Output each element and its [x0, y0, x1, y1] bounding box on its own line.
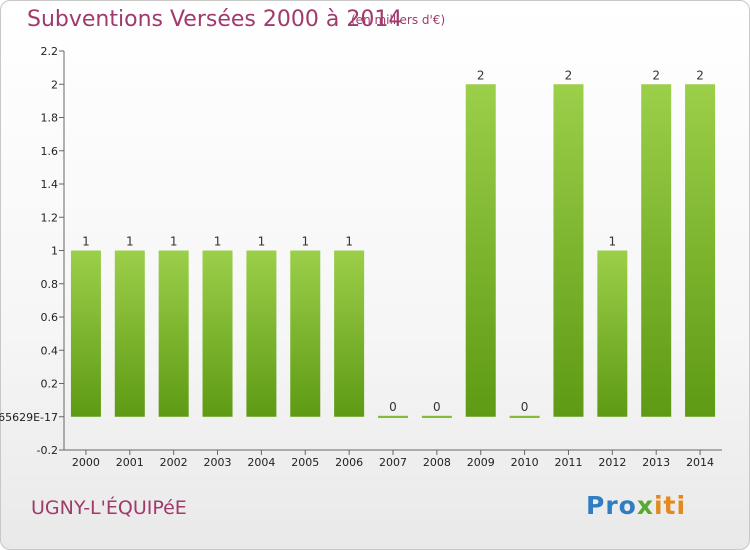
y-tick-label: -0.2: [37, 444, 58, 457]
data-label: 1: [345, 235, 353, 249]
data-label: 0: [389, 400, 397, 414]
data-label: 0: [433, 400, 441, 414]
x-tick-label: 2008: [423, 456, 451, 469]
bar: [158, 250, 189, 417]
data-label: 1: [170, 235, 178, 249]
y-tick-label: 2: [51, 78, 58, 91]
x-tick-label: 2009: [467, 456, 495, 469]
data-label: 2: [652, 68, 660, 82]
y-tick-label: 1.4: [41, 178, 59, 191]
data-label: 2: [477, 68, 485, 82]
y-tick-label: 1.2: [41, 211, 59, 224]
bar: [553, 84, 584, 417]
y-tick-label: 1: [51, 245, 58, 258]
x-tick-label: 2011: [554, 456, 582, 469]
bar: [334, 250, 365, 417]
logo-part-2: x: [636, 491, 654, 520]
x-tick-label: 2012: [598, 456, 626, 469]
data-label: 0: [521, 400, 529, 414]
y-tick-label: -1.5265629E-17: [0, 411, 58, 424]
city-name: UGNY-L'ÉQUIPéE: [31, 497, 187, 519]
logo-part-1: Pro: [586, 491, 637, 520]
bar: [114, 250, 145, 417]
x-tick-label: 2000: [72, 456, 100, 469]
x-tick-label: 2003: [204, 456, 232, 469]
y-tick-label: 1.6: [41, 145, 59, 158]
y-tick-label: 0.8: [41, 278, 59, 291]
bar: [421, 415, 452, 418]
bar: [246, 250, 277, 417]
bar: [290, 250, 321, 417]
data-label: 1: [126, 235, 134, 249]
data-label: 1: [609, 235, 617, 249]
bar: [70, 250, 101, 417]
bar: [509, 415, 540, 418]
bar: [641, 84, 672, 417]
chart-unit: (en milliers d'€): [351, 13, 446, 27]
x-tick-label: 2005: [291, 456, 319, 469]
x-tick-label: 2004: [247, 456, 275, 469]
x-tick-label: 2014: [686, 456, 714, 469]
data-label: 2: [696, 68, 704, 82]
data-label: 1: [214, 235, 222, 249]
y-tick-label: 0.2: [41, 378, 59, 391]
y-tick-label: 1.8: [41, 112, 59, 125]
bar: [378, 415, 408, 418]
data-label: 1: [301, 235, 309, 249]
data-label: 2: [565, 68, 573, 82]
x-tick-label: 2010: [511, 456, 539, 469]
chart-title: Subventions Versées 2000 à 2014: [27, 7, 403, 32]
x-tick-label: 2013: [642, 456, 670, 469]
bar: [597, 250, 628, 417]
y-tick-label: 0.4: [41, 344, 59, 357]
bar: [202, 250, 233, 417]
x-tick-label: 2001: [116, 456, 144, 469]
data-label: 1: [82, 235, 90, 249]
logo-part-3: iti: [653, 491, 687, 520]
y-tick-label: 0.6: [41, 311, 59, 324]
x-tick-label: 2002: [160, 456, 188, 469]
data-label: 1: [258, 235, 266, 249]
y-tick-label: 2.2: [41, 45, 59, 58]
x-tick-label: 2007: [379, 456, 407, 469]
bar: [465, 84, 496, 417]
proxiti-logo: Proxiti: [586, 491, 686, 520]
x-tick-label: 2006: [335, 456, 363, 469]
bar: [685, 84, 716, 417]
